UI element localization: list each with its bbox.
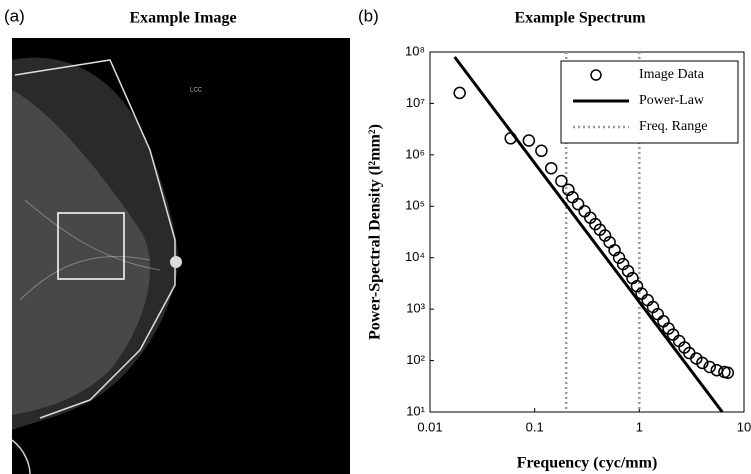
x-tick-label: 10	[737, 419, 751, 434]
y-tick-label: 10⁷	[406, 95, 425, 110]
data-point	[453, 86, 466, 100]
data-point	[703, 360, 716, 374]
data-point	[710, 363, 724, 377]
data-point	[612, 251, 626, 264]
y-tick-label: 10¹	[406, 403, 425, 418]
mammogram	[11, 38, 350, 474]
y-tick-label: 10⁶	[405, 146, 425, 161]
data-point	[555, 174, 568, 188]
data-point	[696, 356, 709, 370]
y-tick-label: 10⁵	[405, 198, 425, 213]
x-tick-label: 0.01	[417, 419, 442, 434]
chart-title: Example Spectrum	[514, 10, 646, 27]
y-tick-label: 10⁸	[405, 43, 425, 58]
data-point	[522, 134, 536, 147]
data-point	[535, 144, 548, 158]
x-axis-label: Frequency (cyc/mm)	[517, 455, 658, 472]
legend-label: Freq. Range	[639, 119, 707, 134]
y-tick-label: 10²	[406, 352, 425, 367]
panel-label: (b)	[358, 6, 379, 25]
legend-label: Power-Law	[639, 93, 705, 108]
power-law-line	[453, 56, 724, 413]
y-axis-label: Power-Spectral Density (l²mm²)	[367, 124, 384, 340]
panel-label: (a)	[4, 6, 25, 25]
data-point	[721, 366, 735, 379]
legend-label: Image Data	[639, 67, 705, 82]
data-point	[621, 264, 635, 278]
data-point	[571, 197, 585, 211]
y-tick-label: 10³	[406, 301, 425, 316]
data-point	[544, 161, 558, 175]
x-tick-label: 0.1	[526, 419, 544, 434]
x-tick-label: 1	[636, 419, 643, 434]
data-point	[598, 229, 612, 242]
data-point	[562, 183, 575, 196]
legend-symbol	[590, 69, 602, 81]
view-marker: LCC	[190, 88, 203, 94]
y-tick-label: 10⁴	[405, 249, 425, 264]
panel-title: Example Image	[129, 10, 236, 27]
plot-frame	[429, 51, 745, 413]
